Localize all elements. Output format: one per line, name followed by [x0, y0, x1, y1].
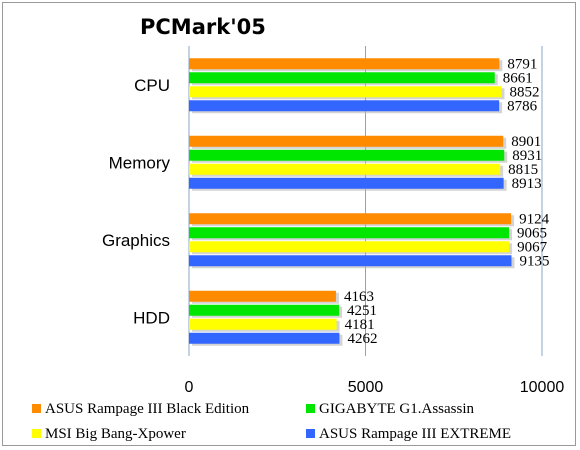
legend-swatch: [32, 404, 41, 413]
data-label: 8815: [508, 162, 538, 178]
data-label: 9124: [519, 211, 550, 227]
legend-label: MSI Big Bang-Xpower: [45, 426, 186, 442]
x-tick-label: 10000: [520, 379, 565, 396]
bar: [189, 163, 501, 175]
bar: [189, 318, 337, 330]
bar: [189, 332, 340, 344]
chart-title: PCMark'05: [140, 15, 266, 39]
bar: [189, 290, 336, 302]
bar: [189, 100, 500, 112]
legend-label: ASUS Rampage III EXTREME: [319, 426, 511, 442]
data-label: 4262: [347, 331, 377, 347]
data-label: 9067: [517, 239, 548, 255]
bar: [189, 213, 512, 225]
x-tick-label: 5000: [348, 379, 384, 396]
data-label: 8931: [512, 148, 542, 164]
x-tick-label: 0: [185, 379, 194, 396]
data-label: 4181: [345, 317, 375, 333]
category-label: Memory: [109, 153, 171, 172]
legend-swatch: [32, 429, 41, 438]
bar: [189, 241, 510, 253]
bar: [189, 177, 504, 189]
legend-label: GIGABYTE G1.Assassin: [319, 401, 474, 417]
legend-label: ASUS Rampage III Black Edition: [45, 401, 250, 417]
data-label: 4251: [347, 303, 377, 319]
bar: [189, 86, 502, 98]
data-label: 8661: [503, 70, 533, 86]
data-label: 8913: [512, 176, 542, 192]
data-label: 8901: [511, 134, 541, 150]
data-label: 8852: [509, 84, 539, 100]
bar: [189, 304, 340, 316]
category-label: HDD: [133, 308, 170, 327]
data-label: 8791: [507, 56, 537, 72]
data-label: 9135: [519, 253, 549, 269]
bar: [189, 58, 500, 70]
legend-swatch: [306, 404, 315, 413]
bar: [189, 135, 504, 147]
data-label: 8786: [507, 98, 538, 114]
bar: [189, 227, 509, 239]
data-label: 9065: [517, 225, 547, 241]
bar: [189, 255, 512, 267]
category-label: Graphics: [102, 231, 170, 250]
category-label: CPU: [134, 76, 170, 95]
data-label: 4163: [344, 289, 374, 305]
bar: [189, 72, 495, 84]
legend-swatch: [306, 429, 315, 438]
bar: [189, 149, 505, 161]
